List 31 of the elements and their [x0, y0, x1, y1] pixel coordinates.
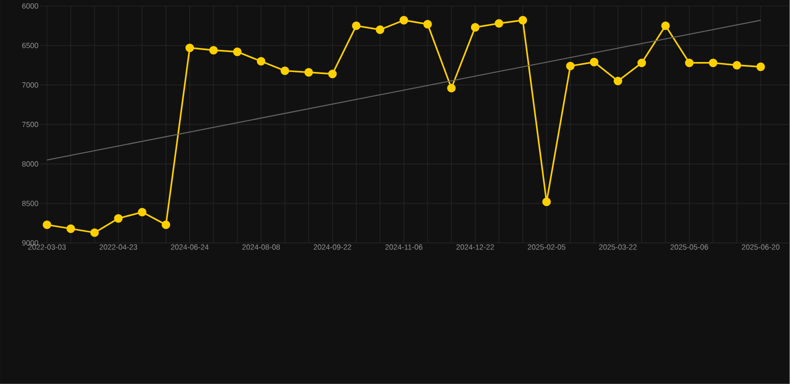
point [138, 208, 146, 216]
point [66, 224, 76, 234]
point [566, 62, 575, 70]
point [542, 198, 551, 206]
point [637, 58, 646, 68]
point [162, 220, 170, 230]
point [447, 84, 456, 92]
point [423, 20, 432, 29]
point [518, 16, 528, 25]
point [90, 228, 99, 237]
point [732, 61, 742, 70]
point [256, 57, 266, 66]
point [185, 44, 194, 52]
point [756, 62, 765, 72]
point [352, 22, 361, 30]
point [494, 19, 504, 28]
point [708, 58, 718, 68]
point [685, 58, 694, 68]
point [280, 66, 290, 76]
point [114, 214, 123, 223]
point [400, 16, 408, 25]
point [233, 48, 242, 56]
point [470, 23, 480, 32]
point [328, 70, 337, 78]
point [614, 76, 622, 86]
point [376, 25, 384, 34]
point [304, 68, 313, 77]
point [42, 220, 52, 230]
point [661, 22, 670, 30]
point [209, 46, 218, 55]
point [590, 58, 598, 66]
